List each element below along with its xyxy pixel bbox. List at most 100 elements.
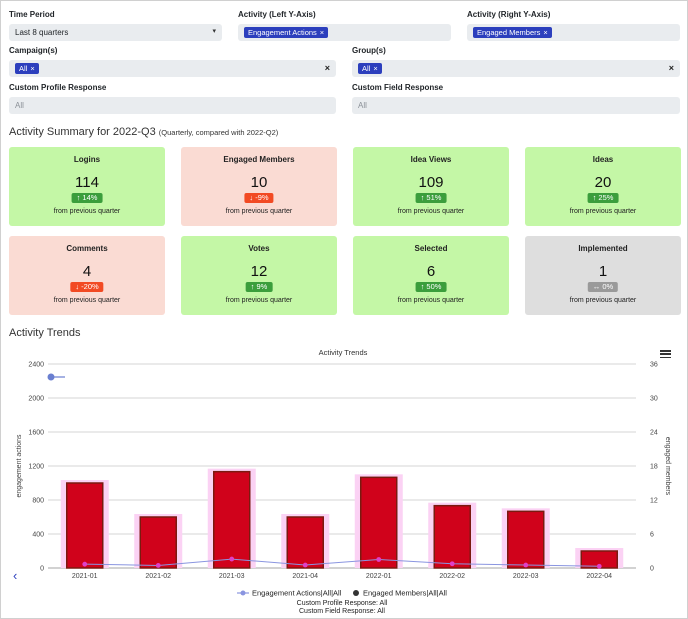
summary-card: Implemented 1 ↔ 0% from previous quarter: [525, 236, 681, 315]
x-tick-label: 2022-02: [439, 573, 465, 580]
chart-footer-line: Custom Profile Response: All: [297, 600, 388, 607]
card-footnote: from previous quarter: [569, 208, 637, 215]
time-period-select[interactable]: Last 8 quarters ▾: [9, 24, 222, 41]
card-footnote: from previous quarter: [225, 297, 293, 304]
summary-heading: Activity Summary for 2022-Q3 (Quarterly,…: [9, 126, 278, 138]
x-tick-label: 2022-04: [586, 573, 612, 580]
y-tick-label-right: 0: [650, 566, 654, 573]
activity-left-tag-label: Engagement Actions: [248, 28, 317, 37]
y-tick-label-right: 6: [650, 532, 654, 539]
activity-right-label: Activity (Right Y-Axis): [467, 10, 551, 19]
x-tick-label: 2021-03: [219, 573, 245, 580]
bar: [213, 470, 251, 569]
hamburger-menu-icon[interactable]: [660, 350, 671, 359]
summary-card: Logins 114 ↑ 14% from previous quarter: [9, 147, 165, 226]
summary-subtitle: (Quarterly, compared with 2022-Q2): [158, 128, 279, 137]
x-tick-label: 2021-01: [72, 573, 98, 580]
groups-label: Group(s): [352, 46, 386, 55]
y-tick-label-left: 400: [32, 532, 44, 539]
y-tick-label-left: 0: [40, 566, 44, 573]
activity-right-tag[interactable]: Engaged Members ×: [473, 27, 552, 38]
bar: [139, 516, 177, 569]
range-handle: [47, 373, 55, 381]
card-title: Engaged Members: [223, 155, 295, 164]
chart-title: Activity Trends: [319, 348, 368, 357]
change-badge: ↑ 14%: [71, 193, 103, 203]
time-period-value: Last 8 quarters: [15, 28, 69, 37]
groups-select[interactable]: All × ×: [352, 60, 680, 77]
summary-card: Idea Views 109 ↑ 51% from previous quarter: [353, 147, 509, 226]
card-footnote: from previous quarter: [569, 297, 637, 304]
summary-card: Selected 6 ↑ 50% from previous quarter: [353, 236, 509, 315]
card-title: Idea Views: [410, 155, 452, 164]
card-footnote: from previous quarter: [225, 208, 293, 215]
bar: [433, 504, 471, 569]
y-tick-label-left: 1200: [28, 464, 44, 471]
line-point: [449, 561, 455, 567]
line-point: [82, 561, 88, 567]
y-tick-label-right: 30: [650, 396, 658, 403]
chart-footer-line: Custom Field Response: All: [299, 608, 385, 615]
clear-icon[interactable]: ×: [324, 63, 330, 73]
custom-profile-placeholder: All: [15, 101, 24, 110]
activity-right-tag-label: Engaged Members: [477, 28, 541, 37]
change-badge: ↑ 50%: [415, 282, 447, 292]
chevron-down-icon: ▾: [212, 28, 216, 35]
card-title: Comments: [66, 244, 108, 253]
change-badge: ↔ 0%: [587, 282, 619, 292]
card-footnote: from previous quarter: [397, 208, 465, 215]
card-title: Ideas: [592, 155, 614, 164]
custom-field-label: Custom Field Response: [352, 83, 444, 92]
campaigns-tag[interactable]: All ×: [15, 63, 39, 74]
card-value: 12: [250, 263, 268, 280]
card-footnote: from previous quarter: [53, 297, 121, 304]
y-tick-label-right: 12: [650, 498, 658, 505]
bar: [286, 516, 324, 569]
tag-remove-icon[interactable]: ×: [30, 64, 35, 73]
legend-line-dot: [240, 590, 246, 596]
y-tick-label-right: 36: [650, 362, 658, 369]
card-title: Logins: [73, 155, 101, 164]
card-footnote: from previous quarter: [53, 208, 121, 215]
line-point: [596, 563, 602, 569]
line-point: [523, 562, 529, 568]
change-badge: ↓ -9%: [244, 193, 274, 203]
y-axis-label-right: engaged members: [664, 437, 671, 496]
y-axis-label-left: engagement actions: [16, 434, 23, 498]
custom-profile-input[interactable]: All: [9, 97, 336, 114]
trends-heading: Activity Trends: [9, 327, 81, 339]
tag-remove-icon[interactable]: ×: [319, 28, 325, 37]
custom-field-input[interactable]: All: [352, 97, 680, 114]
y-tick-label-left: 800: [32, 498, 44, 505]
card-footnote: from previous quarter: [397, 297, 465, 304]
card-value: 6: [426, 263, 436, 280]
custom-field-placeholder: All: [358, 101, 367, 110]
clear-icon[interactable]: ×: [668, 63, 674, 73]
card-value: 114: [75, 174, 99, 191]
change-badge: ↑ 51%: [415, 193, 447, 203]
card-value: 109: [418, 174, 444, 191]
activity-left-select[interactable]: Engagement Actions ×: [238, 24, 451, 41]
x-tick-label: 2022-01: [366, 573, 392, 580]
chevron-left-icon[interactable]: ‹: [13, 568, 18, 583]
bar: [360, 476, 398, 569]
campaigns-label: Campaign(s): [9, 46, 58, 55]
card-title: Implemented: [578, 244, 628, 253]
campaigns-select[interactable]: All × ×: [9, 60, 336, 77]
groups-tag-label: All: [362, 64, 371, 73]
x-tick-label: 2022-03: [513, 573, 539, 580]
tag-remove-icon[interactable]: ×: [543, 28, 548, 37]
groups-tag[interactable]: All ×: [358, 63, 382, 74]
activity-left-tag[interactable]: Engagement Actions ×: [244, 27, 329, 38]
y-tick-label-left: 2400: [28, 362, 44, 369]
campaigns-tag-label: All: [19, 64, 28, 73]
bar: [66, 482, 104, 569]
card-value: 10: [250, 174, 268, 191]
tag-remove-icon[interactable]: ×: [373, 64, 378, 73]
card-value: 20: [594, 174, 612, 191]
summary-title: Activity Summary for 2022-Q3: [9, 126, 156, 138]
card-title: Votes: [248, 244, 270, 253]
activity-trends-chart: Activity Trends 0 400 800 1200 1600 2000 2400 0 6…: [16, 348, 671, 615]
legend-label: Engagement Actions|All|All: [252, 589, 342, 598]
activity-right-select[interactable]: Engaged Members ×: [467, 24, 680, 41]
